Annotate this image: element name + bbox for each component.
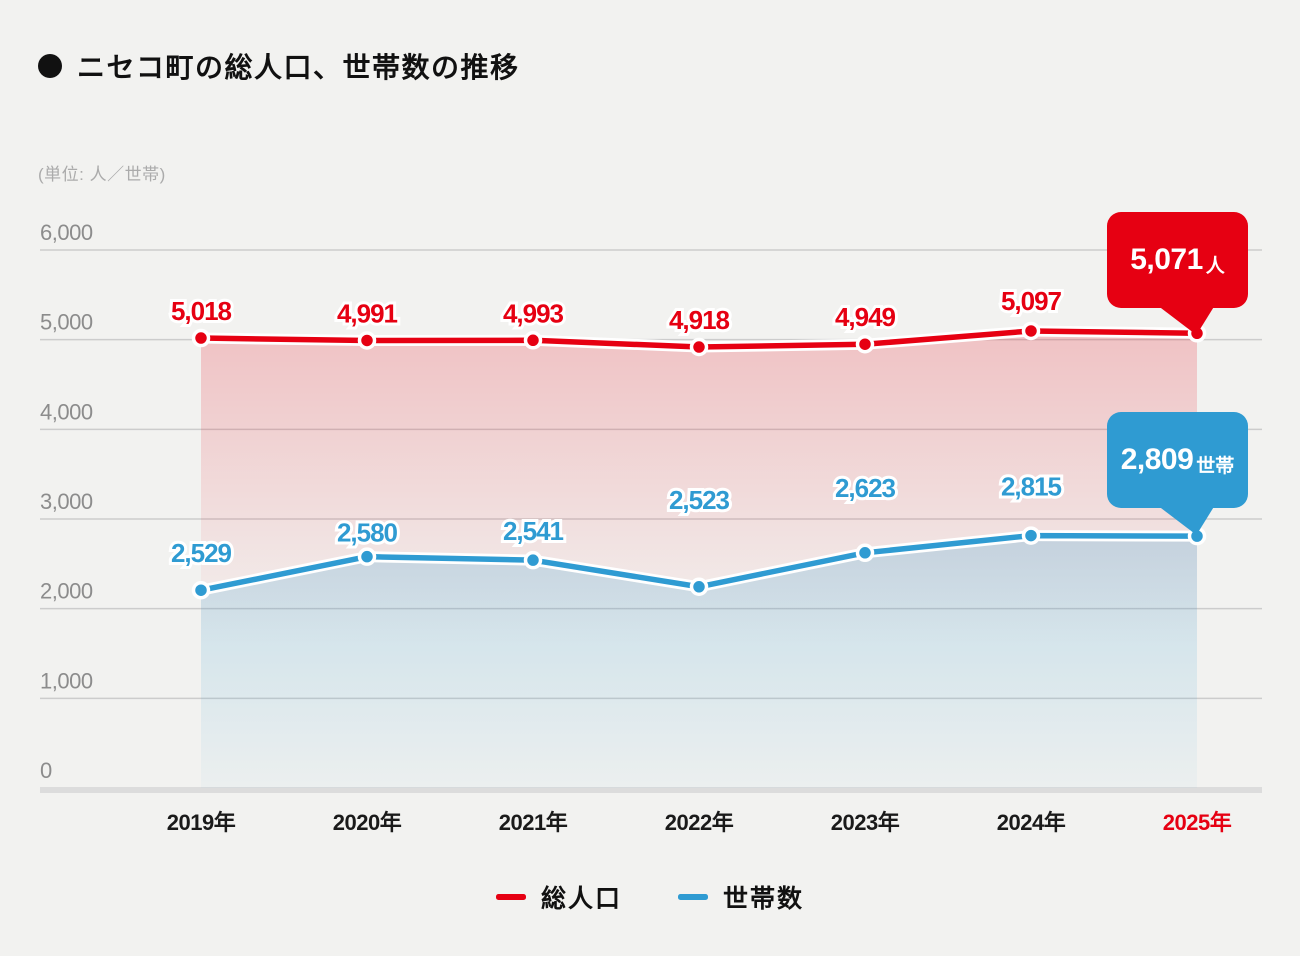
y-axis-label-4000: 4,000 (40, 399, 93, 424)
population-value-label-2020: 4,991 (337, 298, 398, 328)
households-value-label-2020: 2,580 (337, 518, 398, 548)
y-axis-label-1000: 1,000 (40, 668, 93, 693)
households-area-fill (201, 535, 1197, 788)
population-value-label-2021: 4,993 (503, 298, 564, 328)
x-axis-label-2023: 2023年 (831, 810, 900, 835)
x-axis-label-2024: 2024年 (997, 810, 1066, 835)
population-point-2019 (191, 328, 211, 348)
unit-label: (単位: 人／世帯) (38, 165, 166, 184)
x-axis-label-2025: 2025年 (1163, 810, 1232, 835)
callout-population: 5,071 人 (1107, 212, 1248, 335)
households-point-2021 (523, 550, 543, 570)
y-axis-label-2000: 2,000 (40, 579, 93, 604)
callout-households: 2,809 世帯 (1107, 412, 1248, 535)
households-value-label-2022: 2,523 (669, 485, 730, 515)
y-axis-label-6000: 6,000 (40, 220, 93, 245)
households-point-2023 (855, 543, 875, 563)
population-point-2024 (1021, 321, 1041, 341)
households-value-label-2019: 2,529 (171, 538, 232, 568)
legend-label-households: 世帯数 (723, 885, 805, 913)
population-point-2023 (855, 334, 875, 354)
callout-households-suffix: 世帯 (1196, 456, 1235, 477)
households-point-2020 (357, 547, 377, 566)
households-value-label-2021: 2,541 (503, 516, 564, 546)
x-axis-label-2020: 2020年 (333, 810, 402, 835)
x-axis-line (40, 787, 1262, 793)
population-value-label-2022: 4,918 (669, 305, 730, 335)
callout-population-value: 5,071 (1130, 243, 1203, 276)
population-line-swatch (495, 894, 526, 900)
x-axis-label-2021: 2021年 (499, 810, 568, 835)
y-axis-label-3000: 3,000 (40, 489, 93, 514)
households-point-2022 (689, 577, 709, 597)
households-line-swatch (678, 894, 708, 900)
population-value-label-2023: 4,949 (835, 302, 896, 332)
legend-item-households: 世帯数 (678, 879, 804, 915)
chart-header: ニセコ町の総人口、世帯数の推移 (38, 46, 520, 86)
legend-label-population: 総人口 (540, 885, 622, 913)
households-point-2019 (191, 580, 211, 600)
population-point-2022 (689, 337, 709, 357)
legend-item-population: 総人口 (495, 879, 622, 915)
population-point-2021 (523, 331, 543, 350)
title-bullet-icon (38, 54, 62, 78)
population-value-label-2019: 5,018 (171, 296, 232, 326)
x-axis-label-2022: 2022年 (665, 810, 734, 835)
households-point-2024 (1021, 526, 1041, 545)
y-axis-label-5000: 5,000 (40, 310, 93, 335)
y-axis-label-0: 0 (40, 758, 52, 783)
households-value-label-2023: 2,623 (835, 473, 896, 503)
households-value-label-2024: 2,815 (1001, 472, 1062, 502)
legend: 総人口 世帯数 (0, 876, 1300, 918)
chart-title: ニセコ町の総人口、世帯数の推移 (77, 52, 520, 83)
population-value-label-2024: 5,097 (1001, 286, 1062, 316)
callout-households-value: 2,809 (1120, 443, 1194, 476)
population-point-2020 (357, 331, 377, 350)
x-axis-label-2019: 2019年 (167, 810, 236, 835)
callout-population-suffix: 人 (1205, 256, 1225, 277)
